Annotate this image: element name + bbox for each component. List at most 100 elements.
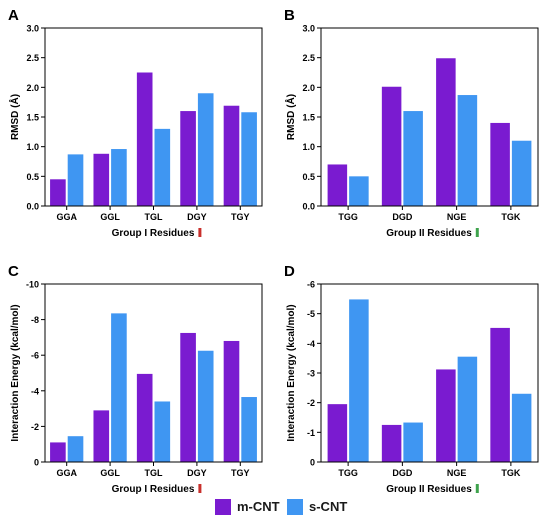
bar-m-cnt-dgy	[180, 111, 196, 206]
x-tick-label: NGE	[447, 468, 467, 478]
y-tick-label: 1.5	[26, 113, 39, 123]
y-axis-label: Interaction Energy (kcal/mol)	[286, 304, 297, 441]
y-tick-label: 3.0	[26, 24, 39, 34]
y-tick-label: -10	[26, 280, 39, 290]
y-tick-label: 0.5	[26, 172, 39, 182]
bar-s-cnt-nge	[457, 356, 478, 462]
y-tick-label: 0	[310, 458, 315, 468]
y-tick-label: -5	[307, 309, 315, 319]
x-tick-label: GGA	[56, 468, 77, 478]
bar-s-cnt-tgk	[511, 393, 532, 462]
legend-swatch-s-cnt	[287, 499, 303, 515]
legend-swatch-m-cnt	[215, 499, 231, 515]
y-tick-label: 1.0	[26, 142, 39, 152]
x-tick-label: TGG	[338, 468, 358, 478]
x-axis-label: Group II Residues	[386, 228, 472, 239]
bar-m-cnt-nge	[436, 58, 456, 207]
x-tick-label: TGK	[501, 468, 520, 478]
bar-m-cnt-ggl	[93, 153, 110, 206]
x-tick-label: DGD	[392, 468, 413, 478]
bar-m-cnt-tgk	[490, 122, 510, 206]
x-tick-label: TGL	[145, 212, 163, 222]
x-tick-label: TGY	[231, 212, 250, 222]
y-tick-label: 0.0	[302, 202, 315, 212]
bar-s-cnt-ggl	[111, 149, 127, 206]
bar-s-cnt-gga	[67, 436, 84, 462]
y-tick-label: 3.0	[302, 24, 315, 34]
legend: m-CNT s-CNT	[0, 495, 550, 519]
x-tick-label: TGG	[338, 212, 358, 222]
bar-s-cnt-dgy	[197, 350, 214, 462]
bar-s-cnt-tgg	[349, 176, 369, 206]
bar-s-cnt-tgl	[154, 401, 171, 462]
x-tick-label: GGL	[100, 468, 120, 478]
bar-m-cnt-tgy	[223, 105, 240, 206]
plot-frame	[320, 283, 539, 463]
plot-frame	[44, 283, 263, 463]
y-axis-label: RMSD (Å)	[8, 94, 21, 140]
residue-group-marker	[475, 228, 479, 237]
x-axis-label: Group II Residues	[386, 484, 472, 495]
y-tick-label: -6	[31, 351, 39, 361]
y-tick-label: 1.5	[302, 113, 315, 123]
x-axis-label: Group I Residues	[112, 484, 195, 495]
bar-m-cnt-nge	[436, 369, 456, 462]
legend-label-s-cnt: s-CNT	[309, 499, 348, 514]
y-tick-label: 2.0	[302, 83, 315, 93]
panel-letter: A	[8, 7, 19, 24]
bar-s-cnt-ggl	[111, 313, 127, 462]
y-tick-label: -1	[307, 428, 315, 438]
residue-group-marker	[475, 484, 479, 493]
y-tick-label: -4	[307, 339, 315, 349]
y-tick-label: -2	[307, 398, 315, 408]
y-tick-label: 0.5	[302, 172, 315, 182]
y-tick-label: -4	[31, 386, 39, 396]
x-tick-label: DGY	[187, 468, 207, 478]
chart-panel-b: B 0.0 0.5 1.0 1.5 2.0 2.5 3.0 TGG DGD NGE TGK RMSD (…	[284, 7, 539, 239]
bar-m-cnt-gga	[50, 179, 66, 206]
bar-m-cnt-tgk	[490, 327, 510, 462]
x-tick-label: GGA	[56, 212, 77, 222]
panel-letter: D	[284, 263, 295, 280]
chart-panel-d: D 0 -1 -2 -3 -4 -5 -6 TGG DGD NGE TGK Interaction En…	[284, 263, 539, 495]
y-tick-label: 2.0	[26, 83, 39, 93]
bar-s-cnt-tgl	[154, 128, 171, 206]
bar-m-cnt-gga	[50, 442, 66, 462]
x-tick-label: NGE	[447, 212, 467, 222]
y-tick-label: -8	[31, 315, 39, 325]
y-tick-label: 2.5	[26, 53, 39, 63]
bar-m-cnt-dgd	[381, 86, 402, 206]
y-tick-label: 0.0	[26, 202, 39, 212]
chart-panel-a: A 0.0 0.5 1.0 1.5 2.0 2.5 3.0 GGA GGL TGL DGY TGY RMS…	[8, 7, 263, 239]
x-axis-label: Group I Residues	[112, 228, 195, 239]
y-tick-label: -6	[307, 280, 315, 290]
x-tick-label: TGL	[145, 468, 163, 478]
bar-m-cnt-tgl	[136, 373, 153, 462]
bar-s-cnt-dgy	[197, 93, 214, 206]
bar-m-cnt-ggl	[93, 410, 110, 462]
y-tick-label: 2.5	[302, 53, 315, 63]
bar-m-cnt-tgl	[136, 72, 153, 206]
residue-group-marker	[198, 228, 202, 237]
residue-group-marker	[198, 484, 202, 493]
bar-s-cnt-nge	[457, 95, 478, 206]
x-tick-label: GGL	[100, 212, 120, 222]
bar-m-cnt-dgd	[381, 424, 402, 462]
x-tick-label: DGY	[187, 212, 207, 222]
y-tick-label: -3	[307, 369, 315, 379]
x-tick-label: TGK	[501, 212, 520, 222]
panel-letter: C	[8, 263, 19, 280]
y-tick-label: 0	[34, 458, 39, 468]
y-axis-label: Interaction Energy (kcal/mol)	[10, 304, 21, 441]
bar-m-cnt-tgg	[327, 164, 348, 206]
bar-m-cnt-dgy	[180, 332, 196, 462]
bar-s-cnt-tgy	[241, 112, 257, 206]
bar-s-cnt-dgd	[403, 422, 423, 462]
bar-m-cnt-tgg	[327, 404, 348, 462]
plot-frame	[320, 27, 539, 207]
chart-panel-c: C 0 -2 -4 -6 -8 -10 GGA GGL TGL DGY TGY Interaction …	[8, 263, 263, 495]
y-axis-label: RMSD (Å)	[284, 94, 297, 140]
bar-s-cnt-gga	[67, 154, 84, 206]
bar-m-cnt-tgy	[223, 340, 240, 462]
